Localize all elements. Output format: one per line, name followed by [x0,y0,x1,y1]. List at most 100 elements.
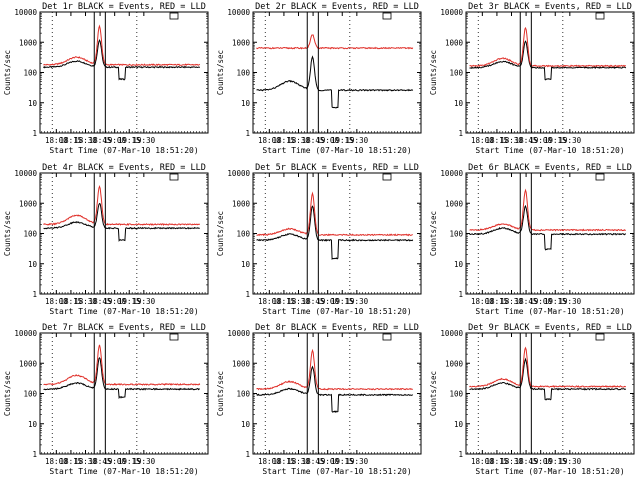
y-axis-label: Counts/sec [429,50,438,95]
y-tick-label: 10000 [440,8,463,17]
x-tick-label: 19:00 [103,457,126,466]
series-line-lld [43,24,201,67]
y-tick-label: 10 [28,99,38,108]
series-line-lld [43,344,201,386]
y-axis-label: Counts/sec [3,371,12,416]
x-tick-label: 18:15 [273,457,296,466]
y-tick-label: 10 [454,260,464,269]
x-tick-label: 19:30 [559,136,582,145]
x-tick-label: 18:45 [89,136,112,145]
y-tick-label: 1 [245,290,250,299]
x-axis-label: Start Time (07-Mar-10 18:51:20) [475,467,624,476]
x-tick-label: 18:00 [258,457,281,466]
legend-box [382,12,392,20]
x-tick-label: 19:30 [133,297,156,306]
panel-6: Det 6r BLACK = Events, RED = LLD 1 10 100 10… [429,163,635,316]
y-tick-label: 100 [449,69,463,78]
panel-5: Det 5r BLACK = Events, RED = LLD 1 10 100 10… [216,163,422,316]
panel-title: Det 9r BLACK = Events, RED = LLD [468,323,632,333]
x-tick-label: 19:30 [133,457,156,466]
y-tick-label: 1000 [232,199,251,208]
y-tick-label: 1000 [232,38,251,47]
panel-1: Det 1r BLACK = Events, RED = LLD 1 10 100 10… [3,2,209,155]
y-tick-label: 10000 [14,8,37,17]
x-tick-label: 19:00 [529,136,552,145]
x-tick-label: 18:00 [258,297,281,306]
panel-4: Det 4r BLACK = Events, RED = LLD 1 10 100 10… [3,163,209,316]
x-tick-label: 18:45 [302,457,325,466]
x-tick-label: 18:45 [89,297,112,306]
panel-title: Det 8r BLACK = Events, RED = LLD [255,323,419,333]
x-axis-label: Start Time (07-Mar-10 18:51:20) [49,146,198,155]
plot-frame [252,11,422,134]
panel-title: Det 3r BLACK = Events, RED = LLD [468,2,632,12]
x-tick-label: 18:45 [515,136,538,145]
y-tick-label: 1 [458,290,463,299]
x-tick-label: 19:00 [529,457,552,466]
y-tick-label: 100 [449,230,463,239]
x-tick-label: 19:15 [544,457,567,466]
y-tick-label: 100 [236,230,250,239]
x-tick-label: 18:30 [500,457,523,466]
x-tick-label: 19:15 [118,136,141,145]
y-tick-label: 1 [245,450,250,459]
y-tick-label: 10000 [227,329,250,338]
x-tick-label: 19:30 [559,297,582,306]
x-tick-label: 18:15 [486,457,509,466]
series-line-events [43,357,200,400]
legend-box [382,173,392,181]
legend-box [382,333,392,341]
x-tick-label: 19:15 [331,457,354,466]
x-axis-label: Start Time (07-Mar-10 18:51:20) [475,146,624,155]
x-tick-label: 18:00 [258,136,281,145]
plot-frame [465,332,635,455]
panel-title: Det 6r BLACK = Events, RED = LLD [468,163,632,173]
x-tick-label: 19:00 [316,457,339,466]
y-tick-label: 1 [32,290,37,299]
y-tick-label: 1 [32,129,37,138]
y-tick-label: 100 [236,69,250,78]
plot-frame [39,172,209,295]
x-axis-label: Start Time (07-Mar-10 18:51:20) [262,146,411,155]
x-tick-label: 18:30 [287,136,310,145]
x-axis-label: Start Time (07-Mar-10 18:51:20) [262,307,411,316]
x-tick-label: 19:30 [346,457,369,466]
legend-box [169,173,179,181]
panel-title: Det 5r BLACK = Events, RED = LLD [255,163,419,173]
series-line-events [43,202,200,242]
plot-frame [39,11,209,134]
x-tick-label: 18:15 [60,136,83,145]
series-line-lld [469,346,627,389]
x-tick-label: 18:15 [486,297,509,306]
x-axis-label: Start Time (07-Mar-10 18:51:20) [49,307,198,316]
y-tick-label: 10000 [440,329,463,338]
panel-2: Det 2r BLACK = Events, RED = LLD 1 10 100 10… [216,2,422,155]
x-tick-label: 19:15 [118,457,141,466]
x-tick-label: 19:15 [331,297,354,306]
y-tick-label: 100 [23,390,37,399]
legend-box [169,333,179,341]
y-axis-label: Counts/sec [429,371,438,416]
x-tick-label: 18:30 [74,297,97,306]
x-tick-label: 19:00 [316,136,339,145]
y-tick-label: 10 [241,260,251,269]
x-tick-label: 18:30 [287,297,310,306]
x-tick-label: 18:15 [273,136,296,145]
y-tick-label: 10000 [227,169,250,178]
x-axis-label: Start Time (07-Mar-10 18:51:20) [49,467,198,476]
x-tick-label: 19:15 [118,297,141,306]
y-axis-label: Counts/sec [216,211,225,256]
series-line-lld [256,348,413,391]
series-line-events [469,357,627,401]
y-axis-label: Counts/sec [429,211,438,256]
y-tick-label: 10 [454,99,464,108]
x-tick-label: 19:15 [544,136,567,145]
panel-title: Det 7r BLACK = Events, RED = LLD [42,323,206,333]
panel-8: Det 8r BLACK = Events, RED = LLD 1 10 100 10… [216,323,422,476]
y-tick-label: 10000 [14,169,37,178]
panel-title: Det 4r BLACK = Events, RED = LLD [42,163,206,173]
y-tick-label: 1000 [19,38,38,47]
x-tick-label: 18:00 [45,136,68,145]
